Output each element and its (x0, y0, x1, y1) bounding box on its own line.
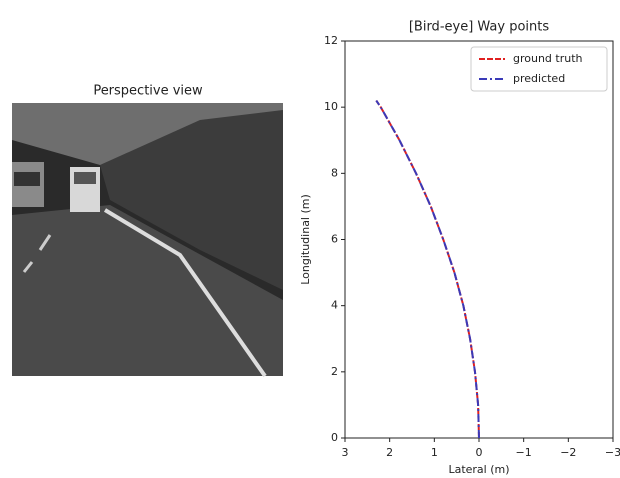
x-tick-label: 3 (342, 446, 349, 459)
y-tick-label: 8 (331, 166, 338, 179)
plot-frame (345, 41, 613, 438)
figure: Perspective view [Bird-eye] Way points La… (0, 0, 620, 478)
y-tick-label: 6 (331, 233, 338, 246)
perspective-image (12, 103, 283, 376)
image-title: Perspective view (93, 84, 203, 99)
x-tick-label: −1 (516, 446, 532, 459)
x-axis-label: Lateral (m) (448, 463, 509, 476)
y-tick-label: 4 (331, 299, 338, 312)
legend-label: predicted (513, 72, 565, 85)
x-tick-label: 1 (431, 446, 438, 459)
legend-label: ground truth (513, 52, 583, 65)
y-tick-label: 12 (324, 34, 338, 47)
series-line (376, 101, 479, 438)
series-line (376, 101, 479, 438)
x-tick-label: −3 (605, 446, 620, 459)
x-tick-label: −2 (560, 446, 576, 459)
y-axis-label: Longitudinal (m) (299, 194, 312, 285)
x-tick-label: 2 (386, 446, 393, 459)
x-tick-label: 0 (476, 446, 483, 459)
y-tick-label: 10 (324, 100, 338, 113)
y-tick-label: 2 (331, 365, 338, 378)
y-tick-label: 0 (331, 431, 338, 444)
chart-title: [Bird-eye] Way points (409, 20, 550, 35)
